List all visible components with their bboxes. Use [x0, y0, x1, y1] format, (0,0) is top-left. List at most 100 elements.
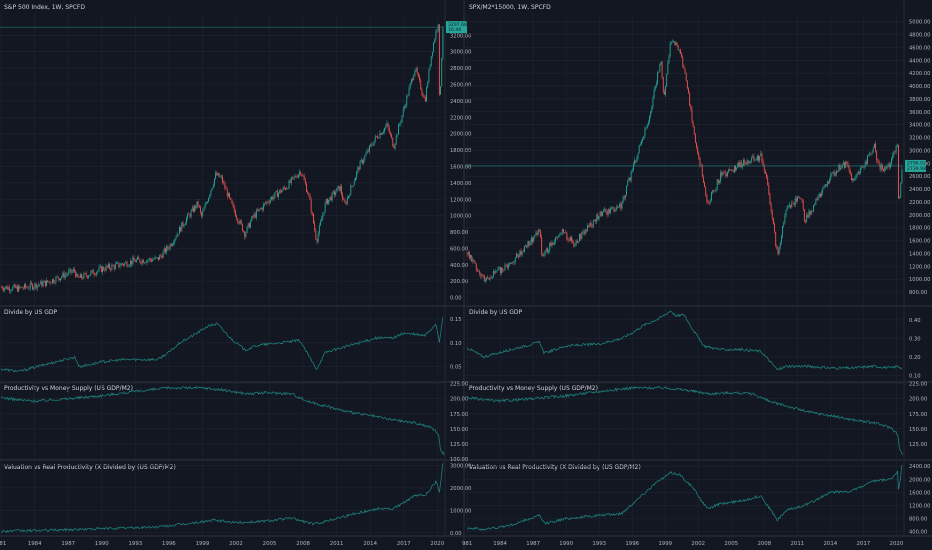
candle-body	[828, 182, 829, 184]
candle-body	[680, 49, 681, 54]
y-tick-label: 1200.00	[909, 264, 930, 270]
candle-body	[550, 242, 552, 246]
candle-body	[201, 212, 203, 216]
series-line	[467, 464, 903, 531]
candle-body	[722, 171, 724, 176]
candle-body	[644, 128, 646, 137]
candle-body	[790, 204, 792, 208]
candle-body	[861, 166, 863, 168]
candle-body	[766, 173, 767, 178]
candle-body	[315, 230, 317, 239]
candle-body	[744, 159, 746, 164]
panel-right-productivity[interactable]: Productivity vs Money Supply (US GDP/M2)	[469, 385, 598, 392]
candle-body	[854, 178, 856, 181]
panel-right-divide-gdp[interactable]: Divide by US GDP	[469, 309, 523, 316]
candle-body	[596, 214, 598, 222]
candle-body	[335, 192, 337, 195]
x-tick-label: 2008	[296, 541, 310, 547]
x-tick-label: 1999	[196, 541, 210, 547]
candle-body	[842, 162, 844, 165]
candle-body	[774, 223, 776, 232]
x-tick-label: 2005	[263, 541, 277, 547]
candle-body	[558, 235, 560, 238]
candle-body	[337, 186, 339, 189]
candle-body	[71, 271, 73, 273]
candle-body	[5, 286, 7, 288]
candle-body	[537, 230, 539, 235]
candle-body	[119, 265, 121, 267]
candle-body	[88, 276, 89, 278]
candle-body	[281, 190, 283, 193]
panel-left-divide-gdp[interactable]: Divide by US GDP	[4, 309, 58, 316]
candle-body	[527, 240, 529, 248]
panel-title-left-valuation: Valuation vs Real Productivity (X Divide…	[4, 464, 176, 471]
candle-body	[436, 29, 438, 32]
candle-body	[141, 259, 143, 264]
panel-left-valuation[interactable]: Valuation vs Real Productivity (X Divide…	[4, 464, 176, 471]
candle-body	[632, 164, 634, 170]
candle-body	[323, 212, 325, 215]
candle-body	[322, 214, 324, 219]
y-tick-label: 4600.00	[909, 45, 930, 51]
x-tick-label: 1987	[61, 541, 75, 547]
candle-body	[758, 155, 759, 161]
series-line	[466, 385, 904, 455]
candle-body	[316, 238, 318, 242]
candle-body	[44, 280, 46, 287]
x-tick-label: 2014	[823, 541, 837, 547]
y-tick-label: 0.30	[909, 336, 921, 342]
panel-right-valuation[interactable]: Valuation vs Real Productivity (X Divide…	[469, 464, 641, 471]
candle-body	[325, 199, 327, 203]
x-tick-label: 2011	[790, 541, 804, 547]
candle-body	[712, 190, 714, 193]
panel-title-right-productivity: Productivity vs Money Supply (US GDP/M2)	[469, 385, 598, 392]
candle-body	[615, 207, 617, 210]
candle-body	[324, 202, 326, 213]
candle-body	[70, 269, 72, 273]
panel-left-price[interactable]: S&P 500 Index, 1W, SPCFD	[4, 4, 85, 11]
candle-body	[728, 168, 730, 173]
candle-body	[182, 222, 184, 227]
candle-body	[576, 240, 578, 243]
candle-body	[602, 211, 603, 217]
candle-body	[123, 264, 124, 266]
candle-body	[360, 159, 362, 162]
panel-right-price[interactable]: SPX/M2*15000, 1W, SPCFD	[469, 4, 551, 11]
candle-body	[355, 177, 356, 182]
candle-body	[226, 189, 228, 197]
candle-body	[382, 131, 384, 133]
candle-body	[580, 234, 582, 240]
candle-body	[502, 267, 504, 271]
candle-body	[278, 192, 279, 198]
candle-body	[422, 93, 424, 98]
candle-body	[139, 259, 141, 263]
candle-body	[573, 242, 575, 247]
candle-body	[20, 287, 22, 288]
candle-body	[269, 199, 271, 203]
candle-body	[685, 73, 687, 81]
candle-body	[27, 287, 29, 289]
candle-body	[125, 261, 127, 263]
candle-body	[692, 121, 694, 127]
candle-body	[674, 41, 676, 46]
candle-body	[778, 247, 780, 254]
candle-body	[776, 246, 778, 250]
candle-body	[336, 188, 338, 193]
candle-body	[895, 145, 897, 152]
candle-body	[77, 274, 79, 278]
candle-body	[320, 221, 321, 226]
y-tick-label: 1000.00	[450, 214, 471, 220]
candle-body	[565, 232, 567, 233]
candle-body	[693, 126, 695, 135]
candle-body	[815, 198, 817, 205]
y-tick-label: 3000.00	[909, 148, 930, 154]
candle-body	[366, 150, 368, 154]
candle-body	[172, 243, 173, 246]
candle-body	[162, 251, 164, 258]
candle-body	[746, 160, 748, 165]
candle-body	[608, 209, 610, 213]
y-tick-label: 2800.00	[450, 66, 471, 72]
candle-body	[732, 170, 734, 173]
y-tick-label: 2200.00	[909, 200, 930, 206]
